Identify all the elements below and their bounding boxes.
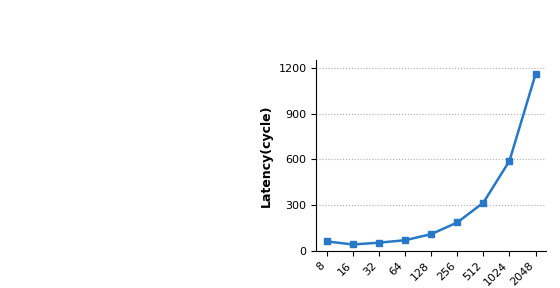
Y-axis label: Latency(cycle): Latency(cycle) <box>260 104 273 207</box>
